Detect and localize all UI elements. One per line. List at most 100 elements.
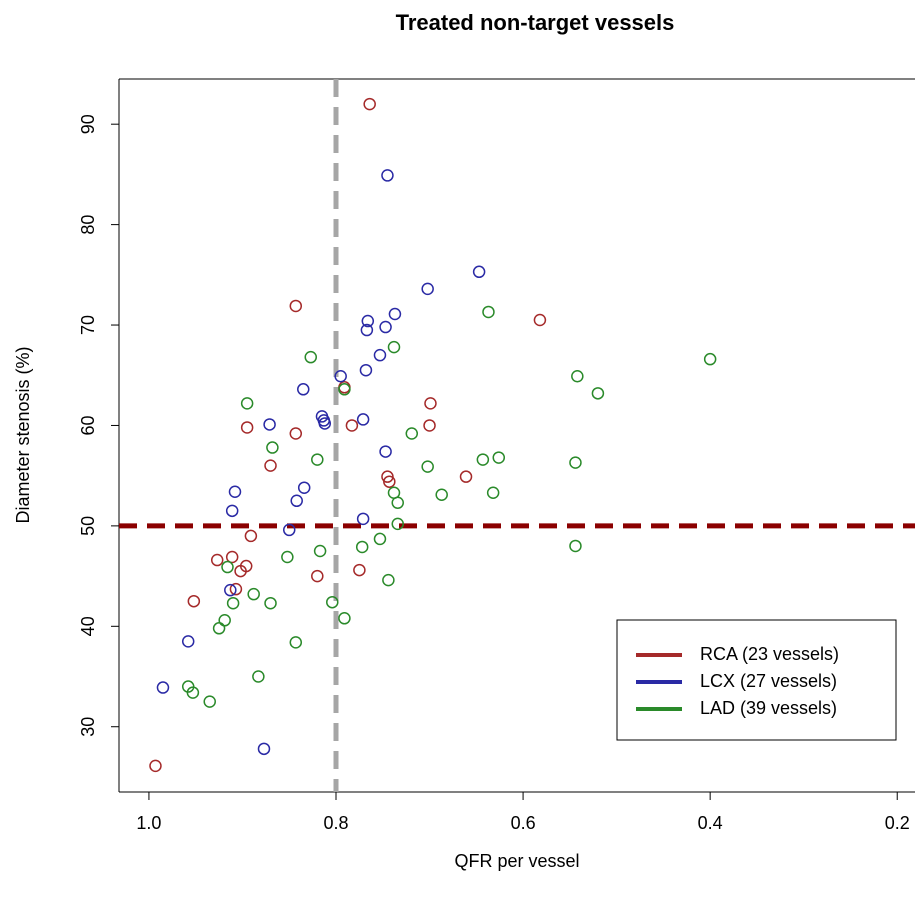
point	[266, 441, 279, 454]
point	[149, 759, 162, 773]
point	[571, 370, 584, 383]
point	[569, 539, 582, 553]
y-tick-label: 90	[78, 114, 98, 134]
point	[379, 320, 392, 334]
point	[421, 460, 434, 473]
point	[187, 594, 201, 608]
point	[388, 307, 402, 321]
point	[533, 313, 547, 327]
point	[229, 582, 243, 596]
point	[240, 421, 254, 434]
point	[383, 475, 396, 488]
point	[228, 485, 242, 498]
point	[225, 550, 239, 564]
point	[703, 352, 717, 366]
point	[391, 517, 404, 531]
point	[353, 563, 366, 577]
point	[435, 488, 448, 501]
point	[391, 496, 404, 510]
point	[252, 670, 265, 683]
point	[492, 451, 506, 464]
point	[311, 569, 324, 583]
point	[591, 387, 605, 400]
x-tick-label: 1.0	[136, 813, 161, 833]
point	[472, 265, 486, 279]
point	[326, 595, 339, 609]
point	[361, 314, 375, 328]
y-tick-label: 40	[78, 616, 98, 636]
x-tick-label: 0.2	[885, 813, 910, 833]
y-tick-label: 30	[78, 717, 98, 737]
point	[405, 427, 419, 440]
point	[387, 340, 401, 354]
point	[359, 363, 373, 377]
point	[181, 635, 195, 648]
legend-label: LCX (27 vessels)	[700, 671, 837, 691]
point	[311, 453, 324, 466]
legend-label: LAD (39 vessels)	[700, 698, 837, 718]
y-tick-label: 70	[78, 315, 98, 335]
point	[297, 383, 310, 396]
legend-label: RCA (23 vessels)	[700, 644, 839, 664]
point	[382, 573, 395, 587]
point	[459, 470, 473, 483]
point	[289, 427, 303, 440]
chart-title: Treated non-target vessels	[396, 10, 675, 35]
point	[224, 583, 237, 597]
point	[379, 445, 392, 458]
point	[356, 413, 370, 426]
point	[240, 397, 254, 410]
y-tick-label: 60	[78, 415, 98, 435]
point	[244, 529, 258, 543]
point	[289, 636, 303, 649]
point	[356, 512, 370, 526]
point	[345, 419, 359, 432]
point	[282, 523, 296, 537]
point	[569, 456, 582, 469]
point	[423, 419, 436, 432]
x-tick-label: 0.8	[323, 813, 348, 833]
point	[381, 169, 394, 182]
point	[304, 350, 318, 364]
x-tick-label: 0.6	[511, 813, 536, 833]
point	[289, 299, 303, 313]
point	[186, 686, 200, 699]
x-axis-label: QFR per vessel	[454, 851, 579, 871]
point	[334, 370, 347, 383]
point	[281, 550, 294, 564]
point	[203, 695, 216, 708]
point	[313, 544, 327, 558]
point	[257, 742, 271, 756]
point	[360, 323, 374, 337]
point	[421, 282, 434, 296]
point	[247, 587, 260, 601]
point	[264, 596, 277, 610]
point	[225, 504, 239, 518]
point	[424, 397, 437, 410]
point	[234, 564, 247, 578]
point	[476, 453, 490, 466]
point	[355, 540, 369, 554]
point	[482, 305, 495, 319]
y-axis-label: Diameter stenosis (%)	[13, 346, 33, 523]
point	[373, 532, 387, 546]
x-tick-label: 0.4	[698, 813, 723, 833]
point	[218, 614, 231, 627]
point	[297, 481, 311, 494]
point	[212, 622, 226, 635]
y-tick-label: 80	[78, 215, 98, 235]
point	[264, 459, 277, 472]
point	[156, 681, 170, 694]
point	[263, 418, 276, 431]
point	[318, 417, 332, 430]
point	[338, 383, 351, 396]
point	[373, 348, 387, 362]
point	[338, 612, 351, 625]
point	[290, 494, 303, 508]
point	[226, 596, 240, 610]
point	[210, 553, 224, 567]
point	[221, 560, 234, 574]
point	[486, 486, 500, 499]
point	[363, 97, 376, 111]
